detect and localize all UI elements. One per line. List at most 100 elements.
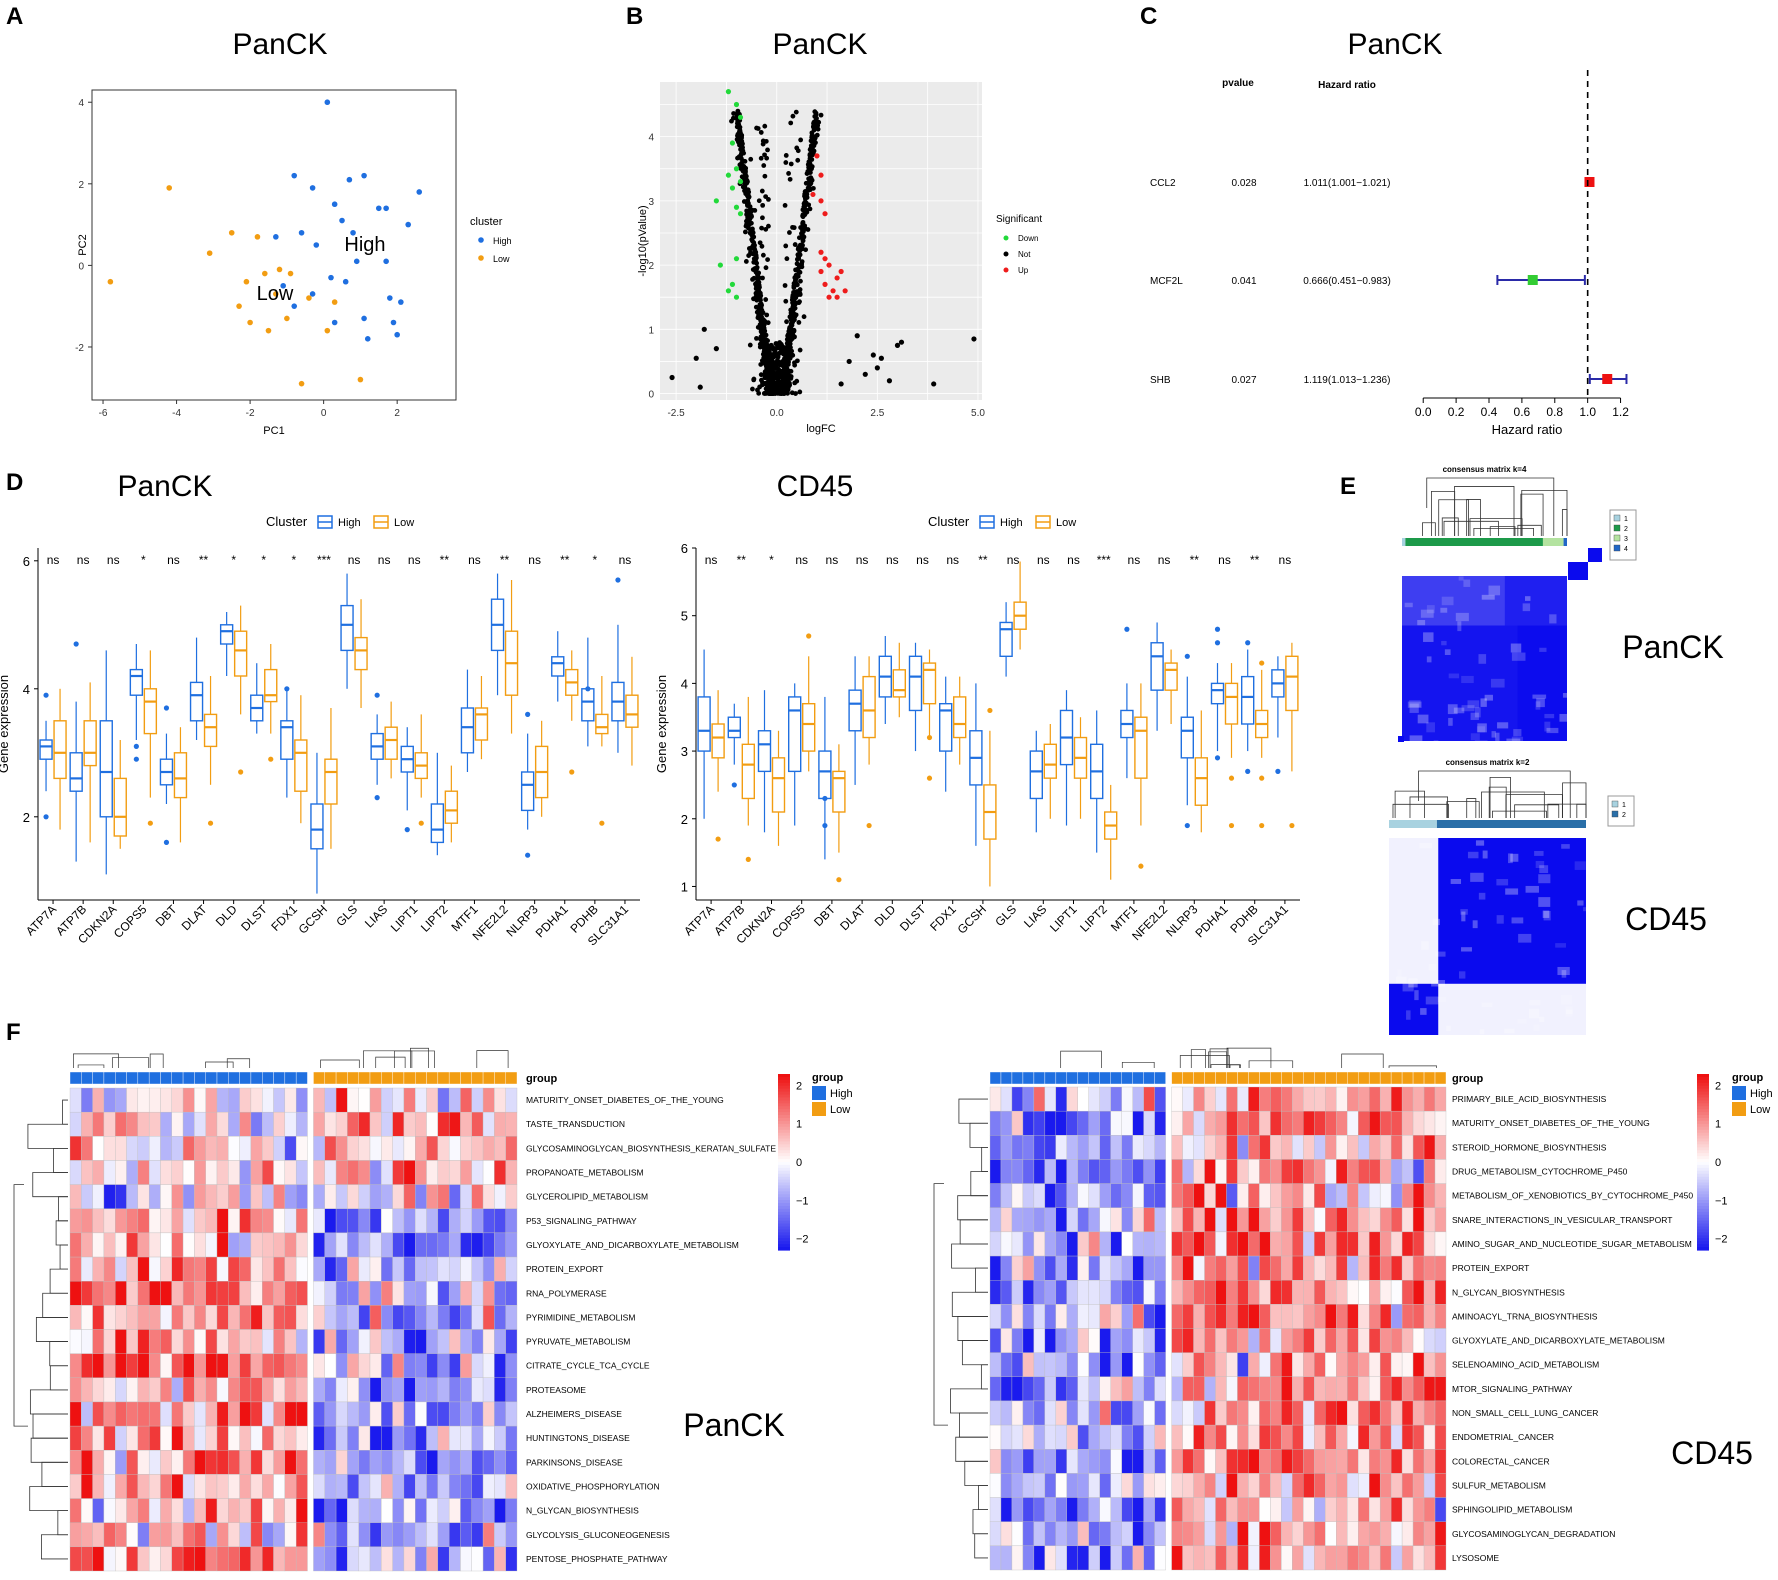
panel-f-cd45-cell bbox=[1368, 1207, 1381, 1233]
panel-b-point-not-outliers bbox=[886, 378, 893, 384]
panel-b-point-not-outliers bbox=[713, 346, 719, 352]
panel-d-panck-significance: ns bbox=[47, 553, 60, 567]
panel-f-panck-cell bbox=[182, 1256, 195, 1282]
panel-d-cd45-box-low bbox=[953, 696, 967, 739]
panel-f-cd45-cell bbox=[1022, 1545, 1035, 1571]
panel-f-panck-cell bbox=[381, 1256, 393, 1282]
panel-f-panck-cell bbox=[194, 1425, 206, 1451]
panel-f-cd45-cell bbox=[1033, 1400, 1046, 1426]
panel-f-panck-cell bbox=[295, 1087, 308, 1113]
panel-f-cd45-cell bbox=[1336, 1400, 1348, 1426]
panel-f-cd45-cell bbox=[1077, 1545, 1089, 1571]
panel-f-cd45-cell bbox=[989, 1376, 1002, 1402]
panel-b-point-not bbox=[762, 328, 768, 334]
panel-f-cd45-cell bbox=[1000, 1449, 1013, 1474]
panel-f-panck-cell bbox=[403, 1546, 416, 1572]
panel-f-panck-cell bbox=[403, 1377, 416, 1403]
panel-f-cd45-cell bbox=[1000, 1231, 1013, 1257]
panel-f-cd45-cell bbox=[1303, 1328, 1315, 1353]
panel-f-cd45-cell bbox=[1121, 1231, 1133, 1257]
panel-f-panck-cell bbox=[115, 1136, 127, 1161]
panel-f-panck-cell bbox=[171, 1208, 184, 1234]
panel-d-cd45-outlier bbox=[1275, 768, 1281, 774]
panel-f-panck-cell bbox=[216, 1377, 229, 1403]
panel-f-panck-cell bbox=[148, 1522, 161, 1548]
panel-f-panck-cell bbox=[437, 1232, 450, 1258]
panel-f-cd45-cell bbox=[1044, 1304, 1057, 1329]
panel-a-point-high bbox=[291, 172, 298, 179]
panel-f-cd45-cell bbox=[1011, 1352, 1024, 1377]
panel-f-panck-cell bbox=[194, 1184, 206, 1209]
panel-e-panck-dendrogram-branch bbox=[1438, 499, 1469, 536]
panel-f-cd45-group-bar-cell bbox=[1270, 1071, 1282, 1085]
panel-f-panck-cell bbox=[262, 1208, 274, 1234]
panel-f-cd45-cell bbox=[1099, 1424, 1111, 1450]
panel-b-point-not bbox=[787, 230, 792, 235]
panel-f-cd45-cell bbox=[1401, 1424, 1414, 1450]
panel-f-panck-group-bar-cell bbox=[392, 1071, 405, 1085]
panel-f-panck-cell bbox=[494, 1377, 506, 1403]
panel-f-cd45-row-label: PROTEIN_EXPORT bbox=[1452, 1263, 1529, 1273]
panel-f-cd45-cell bbox=[1066, 1183, 1078, 1208]
panel-a-xtick-label: 0 bbox=[321, 408, 327, 419]
panel-b-point-not bbox=[768, 366, 774, 372]
panel-f-cd45-cell bbox=[1314, 1352, 1326, 1377]
panel-b-point-not bbox=[800, 242, 805, 248]
panel-e-panck-matrix-noise bbox=[1481, 594, 1495, 600]
panel-f-panck-cell bbox=[313, 1498, 325, 1523]
panel-f-cd45-scale-step bbox=[1697, 1126, 1709, 1131]
panel-f-cd45-cell bbox=[1412, 1473, 1425, 1498]
panel-f-panck-cell bbox=[415, 1353, 427, 1378]
panel-d-cd45-significance: ** bbox=[978, 553, 988, 567]
panel-f-panck-cell bbox=[126, 1474, 139, 1499]
panel-f-panck-cell bbox=[182, 1232, 195, 1258]
panel-f-panck-cell bbox=[69, 1256, 82, 1282]
panel-f-panck-cell bbox=[335, 1305, 348, 1330]
panel-f-cd45-row-label: SELENOAMINO_ACID_METABOLISM bbox=[1452, 1360, 1599, 1370]
panel-f-cd45-cell bbox=[1055, 1135, 1068, 1160]
panel-f-panck-cell bbox=[148, 1256, 161, 1282]
panel-f-cd45-cell bbox=[1226, 1545, 1238, 1571]
panel-f-cd45-cell bbox=[1314, 1255, 1326, 1281]
panel-f-cd45-cell bbox=[1088, 1304, 1100, 1329]
panel-f-cd45-cell bbox=[1358, 1183, 1370, 1208]
panel-d-panck-box-high bbox=[551, 656, 565, 677]
panel-e-cd45-matrix-noise bbox=[1396, 976, 1407, 984]
panel-f-panck-cell bbox=[262, 1087, 274, 1113]
panel-f-panck-cell bbox=[358, 1522, 371, 1548]
panel-f-panck-scale-step bbox=[778, 1079, 790, 1084]
panel-f-panck-cell bbox=[482, 1087, 495, 1113]
panel-d-panck-significance: ns bbox=[348, 553, 361, 567]
panel-f-panck-cell bbox=[358, 1450, 371, 1475]
panel-f-cd45-cell bbox=[1110, 1376, 1122, 1402]
panel-d-cd45-box-high bbox=[908, 655, 923, 712]
panel-f-panck-cell bbox=[216, 1087, 229, 1113]
panel-f-cd45-cell bbox=[1193, 1110, 1205, 1136]
panel-f-panck-cell bbox=[81, 1522, 93, 1548]
panel-b-point-not bbox=[755, 126, 761, 131]
panel-f-panck-cell bbox=[494, 1087, 506, 1113]
panel-e-cd45-matrix-noise bbox=[1437, 996, 1447, 1003]
panel-f-cd45-cell bbox=[1143, 1400, 1155, 1426]
panel-f-cd45-cell bbox=[1022, 1521, 1035, 1547]
panel-f-cd45-cell bbox=[1132, 1328, 1144, 1353]
panel-f-panck-cell bbox=[471, 1256, 484, 1282]
panel-f-panck-cell bbox=[494, 1208, 506, 1234]
panel-f-panck-cell bbox=[324, 1474, 337, 1499]
panel-f-cd45-cell bbox=[1237, 1255, 1249, 1281]
panel-b-point-not bbox=[754, 335, 759, 341]
panel-f-panck-cell bbox=[182, 1160, 195, 1185]
panel-f-cd45-cell bbox=[1110, 1086, 1122, 1112]
panel-d-panck-outlier bbox=[163, 839, 170, 846]
panel-b-xtick-label: 2.5 bbox=[870, 408, 884, 419]
panel-d-cd45-outlier bbox=[1259, 775, 1265, 781]
panel-f-panck-group-bar-cell bbox=[369, 1071, 382, 1085]
panel-e-panck-matrix-noise bbox=[1480, 698, 1487, 707]
panel-f-cd45-cell bbox=[1215, 1473, 1227, 1498]
panel-f-cd45-cell bbox=[1088, 1400, 1100, 1426]
panel-f-cd45-cell bbox=[1204, 1183, 1216, 1208]
panel-f-panck-cell bbox=[69, 1184, 82, 1209]
panel-e-panck-matrix-noise bbox=[1448, 673, 1460, 679]
panel-d-cd45-outlier bbox=[987, 707, 993, 714]
